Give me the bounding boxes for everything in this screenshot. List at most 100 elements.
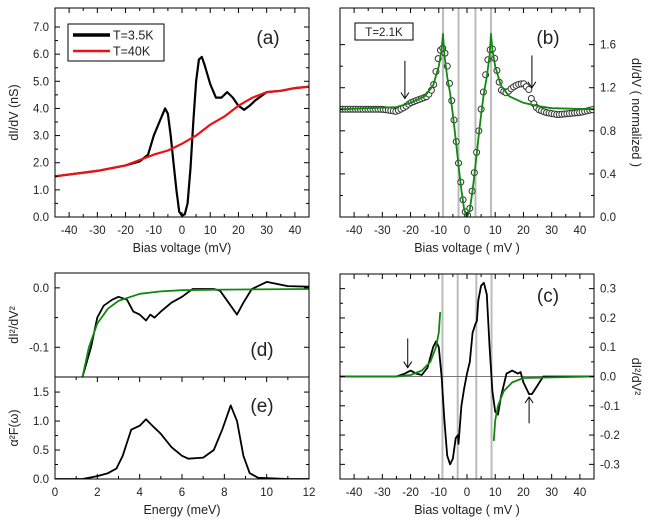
arrow-head [527, 81, 537, 89]
y-tick-label: 1.5 [33, 387, 49, 399]
y-tick-label: 7.0 [33, 22, 49, 34]
x-axis-label: Bias voltage ( mV ) [414, 241, 520, 255]
series-line-T=40K [55, 85, 309, 178]
y-axis-label: dI²/dV² [629, 358, 643, 396]
x-tick-label: 10 [489, 487, 502, 499]
x-tick-label: 10 [489, 225, 502, 237]
x-tick-label: 10 [260, 487, 273, 499]
x-tick-label: 10 [204, 225, 217, 237]
legend-box [67, 23, 165, 62]
panel-c: -40 -30 -20 -10 0 10 20 30 40 -0.3 -0.2 -0.1 0.0 0.1 0… [339, 273, 643, 517]
y-tick-label: 0.0 [33, 212, 49, 224]
x-tick-label: -20 [402, 225, 419, 237]
x-tick-label: -20 [117, 225, 134, 237]
panel-label: (b) [536, 28, 559, 49]
y-tick-label: 0.0 [33, 283, 49, 295]
y-tick-label: 5.0 [33, 76, 49, 88]
y-axis-label: dI/dV (nS) [7, 84, 21, 140]
x-axis-label: Bias voltage (mV) [133, 241, 232, 255]
x-tick-label: -30 [89, 225, 106, 237]
x-tick-label: 8 [221, 487, 227, 499]
panel-a: -40 -30 -20 -10 0 10 20 30 40 0.0 1.0 2.0 3.0 4.0 5.0 6… [7, 7, 310, 255]
x-tick-label: 20 [517, 225, 530, 237]
x-tick-label: 30 [545, 225, 558, 237]
series-line-data [81, 280, 309, 377]
series-line-alpha2F [55, 404, 309, 479]
x-tick-label: -10 [145, 225, 162, 237]
y-tick-label: 0.8 [600, 126, 616, 138]
temperature-annotation: T=2.1K [365, 27, 403, 39]
x-tick-label: 6 [179, 487, 185, 499]
y-tick-label: 0.1 [600, 342, 616, 354]
x-tick-label: 40 [573, 487, 586, 499]
x-tick-label: -40 [61, 225, 78, 237]
panel-b: -40 -30 -20 -10 0 10 20 30 40 0.0 0.4 0.8 1.2 1.6 Bias… [339, 7, 643, 255]
plot-frame [54, 376, 310, 480]
x-tick-label: -30 [374, 225, 391, 237]
series-line-fit [81, 288, 309, 377]
x-tick-label: 20 [517, 487, 530, 499]
x-tick-label: 40 [573, 225, 586, 237]
arrow-head [524, 396, 534, 404]
data-point [525, 86, 533, 94]
y-tick-label: 6.0 [33, 49, 49, 61]
x-tick-label: 12 [303, 487, 316, 499]
series-line-fit [340, 33, 594, 217]
y-tick-label: 1.0 [33, 416, 49, 428]
x-axis-label: Energy (meV) [143, 503, 220, 517]
y-tick-label: 1.2 [600, 83, 616, 95]
legend-label: T=40K [113, 45, 151, 59]
x-tick-label: 0 [464, 487, 470, 499]
y-tick-label: -0.3 [600, 459, 620, 471]
x-tick-label: 30 [260, 225, 273, 237]
x-tick-label: -40 [346, 225, 363, 237]
y-tick-label: -0.2 [600, 430, 620, 442]
legend-label: T=3.5K [113, 29, 154, 43]
y-tick-label: 0.0 [33, 474, 49, 486]
x-tick-label: 2 [94, 487, 100, 499]
x-tick-label: -20 [402, 487, 419, 499]
x-tick-label: 30 [545, 487, 558, 499]
panel-e: 0 2 4 6 8 10 12 0.0 0.5 1.0 1.5 Energy (meV) α²F(ω) (… [7, 376, 316, 517]
x-tick-label: 20 [232, 225, 245, 237]
x-tick-label: 4 [136, 487, 143, 499]
arrow-head [400, 92, 410, 100]
x-tick-label: -10 [430, 487, 447, 499]
x-tick-label: 0 [464, 225, 470, 237]
y-tick-label: 1.6 [600, 40, 616, 52]
x-tick-label: -30 [374, 487, 391, 499]
y-tick-label: 0.5 [33, 445, 49, 457]
x-tick-label: 0 [52, 487, 58, 499]
x-tick-label: 0 [179, 225, 185, 237]
panel-label: (a) [256, 28, 279, 49]
y-tick-label: 3.0 [33, 131, 49, 143]
plot-layer: -40 -30 -20 -10 0 10 20 30 400.01.02.03.04.05.06… [7, 7, 643, 517]
y-tick-label: 0.4 [600, 169, 617, 181]
y-tick-label: -0.1 [600, 401, 620, 413]
x-tick-label: 40 [288, 225, 301, 237]
arrow-head [403, 361, 413, 369]
panel-label: (e) [250, 396, 273, 417]
y-tick-label: 1.0 [33, 185, 49, 197]
y-tick-label: -0.1 [29, 342, 49, 354]
y-axis-label: dI/dV ( normalized ) [629, 58, 643, 167]
y-tick-label: 0.0 [600, 372, 616, 384]
legend: T=3.5K T=40K [67, 23, 165, 62]
x-tick-label: -10 [430, 225, 447, 237]
panel-label: (c) [537, 286, 559, 307]
series-line-fit-negative-bias [340, 312, 442, 378]
y-axis-label: dI²/dV² [7, 306, 21, 344]
annotation-box [354, 22, 414, 41]
y-tick-label: 4.0 [33, 103, 49, 115]
panel-d: -0.1 0.0 dI²/dV² (d) [7, 272, 310, 378]
y-tick-label: 2.0 [33, 158, 49, 170]
y-tick-label: 0.2 [600, 313, 616, 325]
y-tick-label: 0.0 [600, 212, 616, 224]
x-tick-label: -40 [346, 487, 363, 499]
y-axis-label: α²F(ω) [7, 409, 21, 446]
panel-label: (d) [250, 340, 273, 361]
series-data [340, 44, 594, 217]
series-line-data [340, 281, 594, 466]
y-tick-label: 0.3 [600, 284, 616, 296]
